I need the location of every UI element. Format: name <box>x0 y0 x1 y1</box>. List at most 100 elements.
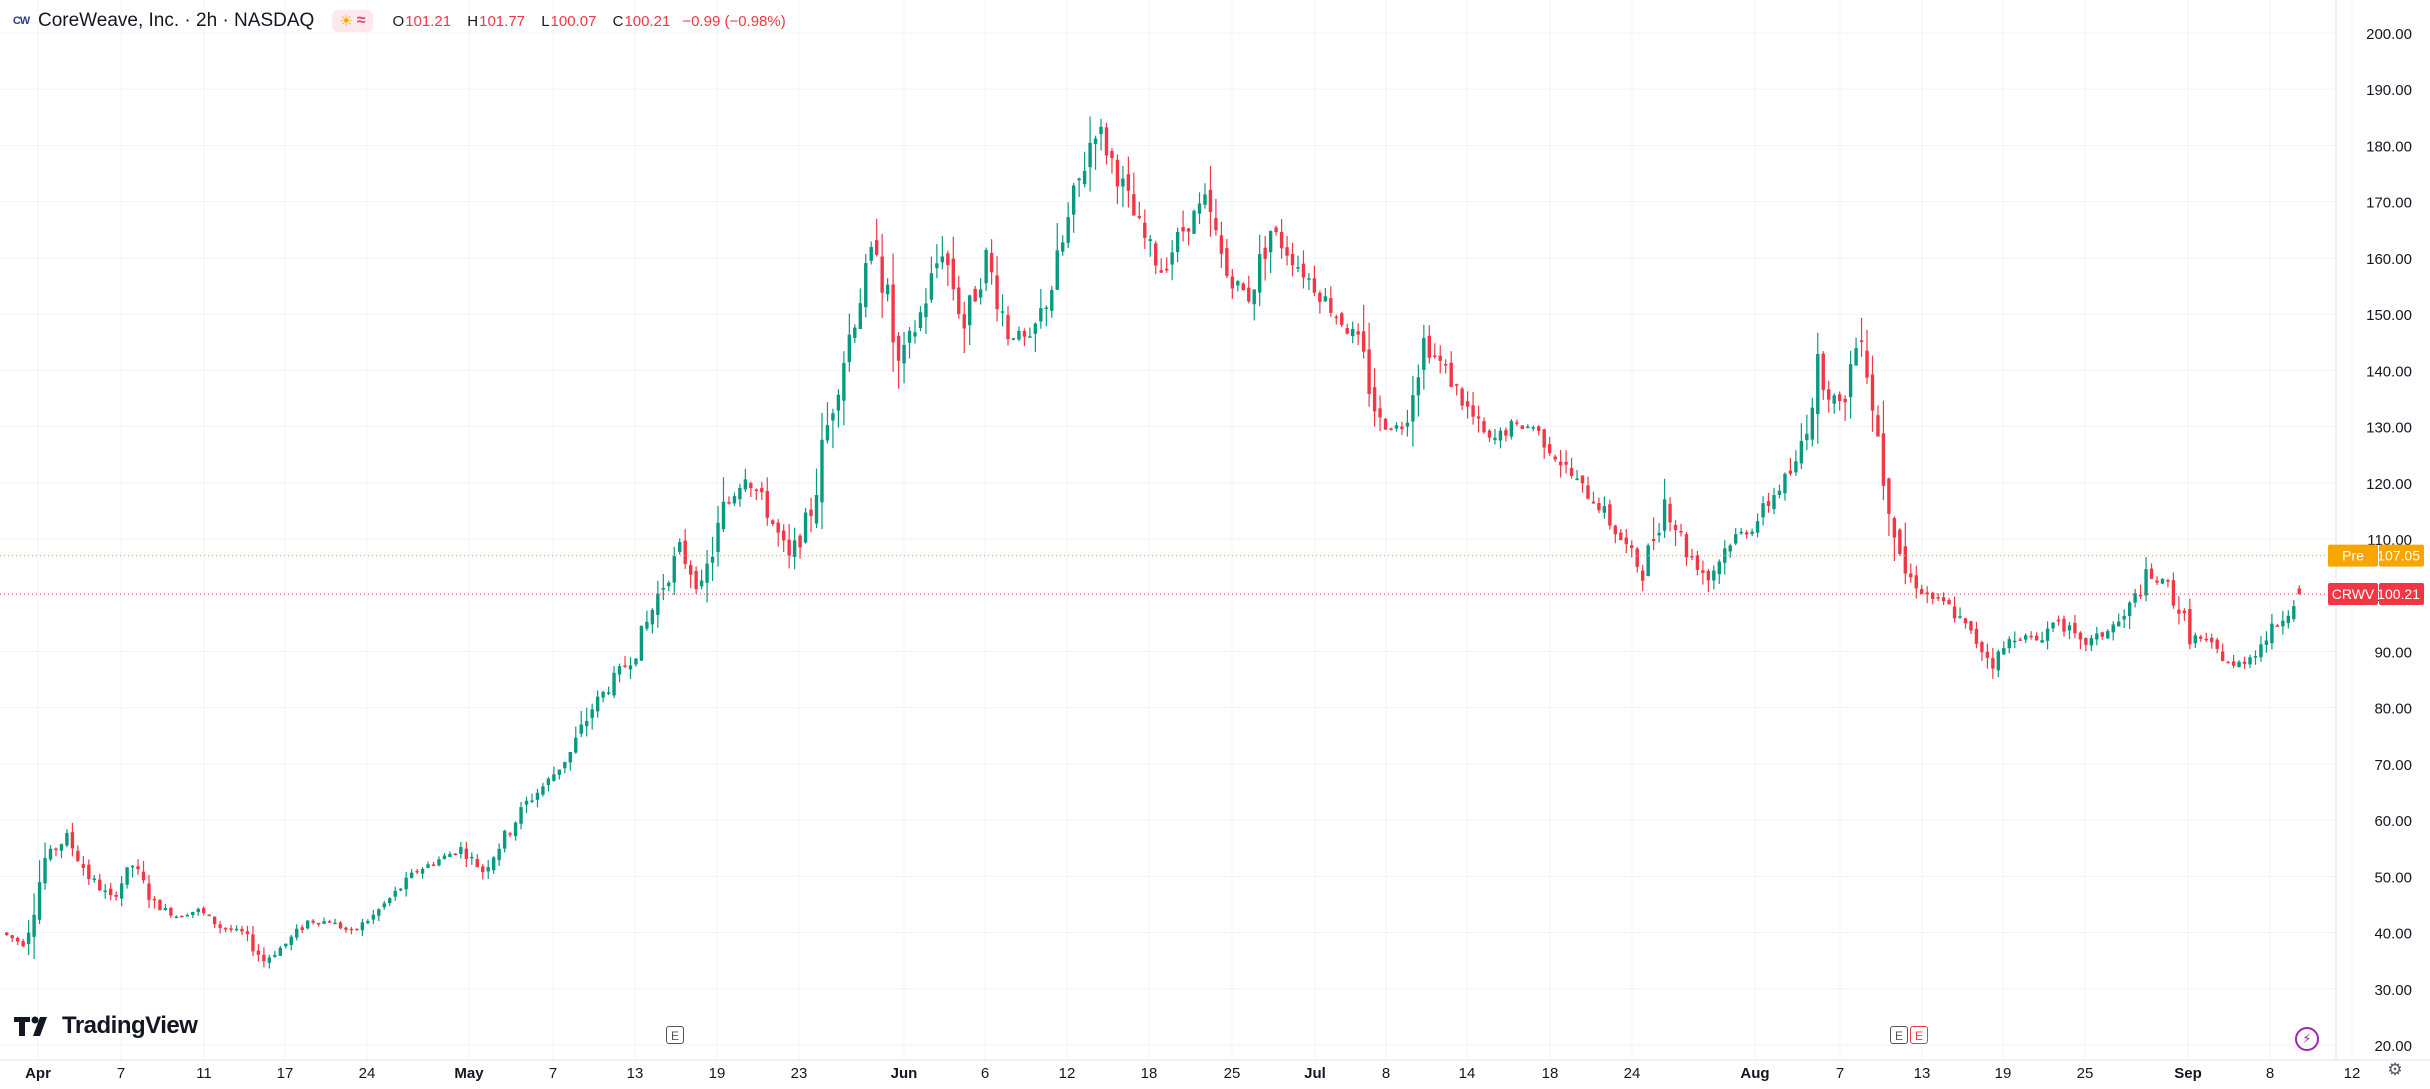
candle <box>2111 621 2115 641</box>
candle <box>278 945 283 956</box>
session-indicator[interactable]: ☀ ≈ <box>332 10 373 32</box>
candle <box>595 690 600 718</box>
candle <box>470 852 474 865</box>
time-tick-label: 14 <box>1459 1065 1476 1082</box>
candle <box>896 332 901 389</box>
time-tick-label: 13 <box>1914 1065 1931 1082</box>
earnings-marker-latest[interactable]: E <box>1910 1026 1928 1044</box>
price-tick-label: 170.00 <box>2366 195 2412 212</box>
candle <box>1651 517 1656 551</box>
candle <box>973 285 977 302</box>
candle <box>601 690 605 703</box>
candle <box>1684 532 1689 566</box>
candle <box>1985 643 1990 669</box>
candle <box>251 925 255 957</box>
candle <box>437 856 441 867</box>
chart-grid <box>0 0 2353 1060</box>
candle <box>185 913 189 917</box>
svg-text:100.21: 100.21 <box>2377 586 2420 602</box>
candle <box>738 483 742 507</box>
candle <box>831 408 835 449</box>
candle <box>1662 478 1667 538</box>
candle <box>2149 563 2154 580</box>
candle <box>81 855 86 876</box>
time-tick-label: 25 <box>1224 1065 1241 1082</box>
candle <box>1843 395 1847 422</box>
candle <box>1361 304 1366 359</box>
candle <box>1876 405 1880 437</box>
sun-icon: ☀ <box>339 13 353 30</box>
candle <box>229 924 233 933</box>
tradingview-mark-icon <box>14 1016 47 1036</box>
candle <box>787 523 791 569</box>
candle <box>1372 368 1377 427</box>
candle <box>639 625 644 662</box>
candle <box>1088 116 1092 192</box>
candle <box>541 782 545 797</box>
candle <box>721 477 726 533</box>
candle <box>656 580 660 628</box>
price-tick-label: 200.00 <box>2366 26 2412 43</box>
candle <box>1537 424 1541 436</box>
time-tick-label: Jul <box>1304 1065 1326 1082</box>
price-axis: 200.00 190.00 180.00 170.00 160.00 150.00 140.… <box>2328 0 2424 1060</box>
candle <box>1132 172 1136 216</box>
candle <box>1268 230 1273 274</box>
candle <box>1969 620 1973 634</box>
candle <box>26 919 31 956</box>
candle <box>1465 391 1470 419</box>
candle <box>2138 584 2143 600</box>
tradingview-logo[interactable]: TradingView <box>14 1012 198 1040</box>
last-price-tag: CRWV 100.21 <box>2328 583 2424 606</box>
candle <box>1154 240 1158 275</box>
candle <box>1329 286 1333 317</box>
candle <box>1164 257 1169 273</box>
candle <box>940 236 945 270</box>
candle <box>661 573 666 601</box>
candle <box>1952 596 1957 623</box>
candle <box>114 891 118 901</box>
candle <box>108 882 113 901</box>
candle <box>1772 487 1776 515</box>
candle <box>223 927 228 933</box>
symbol-title[interactable]: CoreWeave, Inc. · 2h · NASDAQ <box>38 10 315 31</box>
candle <box>1531 425 1535 432</box>
candle <box>355 928 359 931</box>
candle <box>688 560 693 589</box>
candle <box>1723 540 1727 575</box>
candle <box>1121 166 1125 208</box>
candle <box>2177 596 2181 625</box>
candle <box>2166 578 2170 588</box>
candle <box>749 481 753 498</box>
candle <box>2067 621 2072 640</box>
candle <box>508 831 512 838</box>
candle <box>1881 400 1886 501</box>
candle <box>1854 337 1858 366</box>
candle <box>2231 654 2236 669</box>
earnings-marker[interactable]: E <box>1890 1026 1908 1044</box>
earnings-marker[interactable]: E <box>666 1026 684 1044</box>
candle <box>732 492 737 506</box>
candle <box>1093 135 1098 170</box>
candle <box>1761 496 1765 526</box>
candle <box>245 925 250 942</box>
candle <box>1509 419 1514 440</box>
candle <box>295 924 299 941</box>
candle <box>716 505 720 567</box>
candle <box>776 519 780 547</box>
settings-gear-icon[interactable]: ⚙ <box>2387 1060 2403 1079</box>
candle <box>240 925 244 936</box>
candle <box>1564 450 1568 474</box>
candle <box>1143 209 1147 249</box>
candle <box>1340 311 1344 328</box>
candle <box>1159 258 1163 274</box>
candle <box>1066 202 1070 249</box>
svg-text:107.05: 107.05 <box>2377 548 2420 564</box>
candle <box>1257 234 1262 307</box>
time-axis: Apr 7 11 17 24 May 7 13 19 23 Jun 6 12 18 25 Jul 8 14 18 24… <box>0 1059 2430 1082</box>
candle <box>491 856 496 874</box>
price-tick-label: 140.00 <box>2366 363 2412 380</box>
lightning-icon[interactable]: ⚡ <box>2295 1027 2319 1051</box>
candle <box>535 788 540 808</box>
